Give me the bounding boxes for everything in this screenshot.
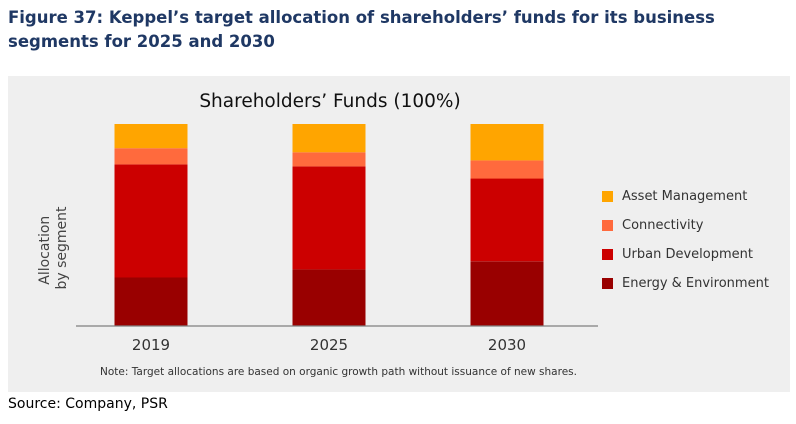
legend-item: Asset Management: [602, 182, 769, 211]
bar-segment-2025-asset-management: [292, 124, 366, 153]
stacked-bar-chart: Shareholders’ Funds (100%) Allocation by…: [37, 91, 598, 354]
chart-panel: Shareholders’ Funds (100%) Allocation by…: [8, 76, 790, 392]
y-axis-label-line-1: Allocation: [37, 216, 53, 285]
legend-item: Energy & Environment: [602, 269, 769, 298]
y-axis-label-line-2: by segment: [54, 206, 70, 290]
legend-item: Urban Development: [602, 240, 769, 269]
source-text: Source: Company, PSR: [8, 396, 168, 412]
legend-swatch: [602, 249, 613, 260]
bar-stacks: [114, 124, 544, 326]
bar-segment-2019-urban-development: [114, 164, 188, 278]
x-tick-label: 2019: [132, 336, 170, 354]
legend-label: Urban Development: [622, 247, 753, 262]
y-axis-label: Allocation by segment: [37, 206, 70, 290]
bar-segment-2030-asset-management: [470, 124, 544, 161]
chart-legend: Asset Management Connectivity Urban Develo…: [602, 182, 769, 298]
x-tick-label: 2030: [488, 336, 526, 354]
x-tick-labels: 2019 2025 2030: [132, 336, 526, 354]
chart-note: Note: Target allocations are based on or…: [100, 366, 577, 378]
legend-label: Asset Management: [622, 189, 748, 204]
bar-segment-2025-urban-development: [292, 166, 366, 270]
legend-swatch: [602, 220, 613, 231]
bar-segment-2030-urban-development: [470, 178, 544, 262]
legend-label: Energy & Environment: [622, 276, 769, 291]
bar-segment-2019-asset-management: [114, 124, 188, 149]
legend-swatch: [602, 191, 613, 202]
bar-segment-2030-energy-environment: [470, 261, 544, 326]
legend-item: Connectivity: [602, 211, 769, 240]
bar-segment-2019-energy-environment: [114, 277, 188, 326]
bar-segment-2019-connectivity: [114, 148, 188, 165]
figure-title: Figure 37: Keppel’s target allocation of…: [8, 8, 715, 51]
bar-segment-2025-connectivity: [292, 152, 366, 167]
legend-swatch: [602, 278, 613, 289]
legend-label: Connectivity: [622, 218, 704, 233]
x-tick-label: 2025: [310, 336, 348, 354]
bar-segment-2030-connectivity: [470, 160, 544, 179]
chart-title: Shareholders’ Funds (100%): [199, 91, 460, 112]
bar-segment-2025-energy-environment: [292, 269, 366, 326]
